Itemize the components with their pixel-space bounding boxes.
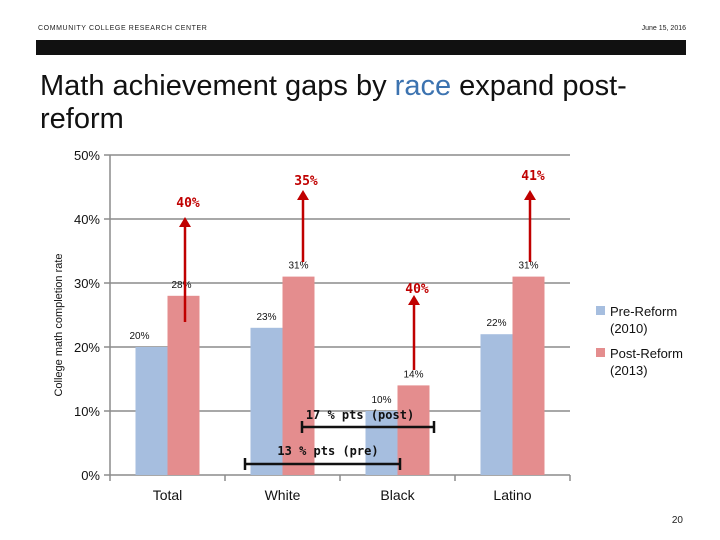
bar-post-total	[167, 295, 200, 475]
legend-swatch-post	[596, 348, 605, 357]
y-tick-label: 30%	[74, 276, 100, 291]
increase-arrow-head	[408, 295, 420, 305]
legend-label-post: Post-Reform	[610, 346, 683, 361]
x-tick-label: White	[265, 487, 301, 503]
increase-label: 35%	[294, 174, 318, 189]
y-tick-label: 50%	[74, 148, 100, 163]
gap-post-label: 17 % pts (post)	[306, 408, 414, 422]
data-label: 20%	[129, 331, 149, 342]
increase-arrow-head	[179, 217, 191, 227]
slide-title: Math achievement gaps by race expand pos…	[40, 70, 690, 136]
page-number: 20	[671, 515, 683, 526]
legend-label-post-year: (2013)	[610, 363, 648, 378]
increase-label: 40%	[176, 196, 200, 211]
data-label: 28%	[171, 280, 191, 291]
data-label: 22%	[486, 318, 506, 329]
data-label: 31%	[288, 261, 308, 272]
data-label: 14%	[403, 369, 423, 380]
increase-label: 40%	[405, 282, 429, 297]
y-axis-title: College math completion rate	[53, 253, 65, 396]
y-tick-label: 10%	[74, 404, 100, 419]
title-part2: expand post-reform	[40, 70, 627, 135]
data-label: 10%	[371, 395, 391, 406]
gap-pre-label: 13 % pts (pre)	[277, 444, 378, 458]
y-tick-label: 20%	[74, 340, 100, 355]
legend-label-pre: Pre-Reform	[610, 304, 677, 319]
y-tick-label: 0%	[81, 468, 100, 483]
legend-swatch-pre	[596, 306, 605, 315]
organization-name: COMMUNITY COLLEGE RESEARCH CENTER	[38, 25, 208, 32]
x-tick-label: Black	[380, 487, 415, 503]
bar-pre-latino	[480, 334, 513, 475]
x-tick-label: Latino	[493, 487, 531, 503]
increase-label: 41%	[521, 169, 545, 184]
increase-arrow-head	[297, 190, 309, 200]
y-tick-label: 40%	[74, 212, 100, 227]
bar-pre-white	[250, 327, 283, 475]
data-label: 31%	[518, 261, 538, 272]
title-accent: race	[394, 70, 452, 102]
bar-post-white	[282, 276, 315, 475]
legend-label-pre-year: (2010)	[610, 321, 648, 336]
increase-arrow-head	[524, 190, 536, 200]
bar-post-black	[397, 385, 430, 475]
data-label: 23%	[256, 312, 276, 323]
bar-pre-total	[135, 347, 168, 475]
x-tick-label: Total	[153, 487, 183, 503]
bar-post-latino	[512, 276, 545, 475]
title-part1: Math achievement gaps by	[40, 70, 395, 102]
header-bar	[36, 40, 686, 55]
presentation-date: June 15, 2016	[641, 25, 686, 32]
